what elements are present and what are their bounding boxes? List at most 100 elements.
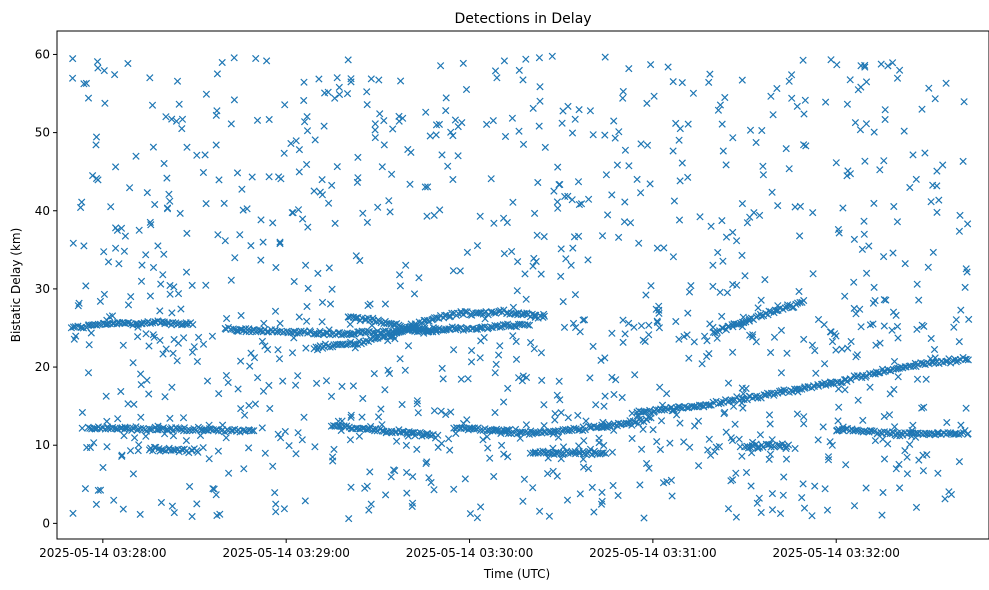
clutter-point: [610, 117, 618, 125]
clutter-point: [554, 204, 562, 212]
clutter-point: [423, 212, 431, 220]
clutter-point: [298, 436, 306, 444]
clutter-point: [906, 183, 914, 192]
clutter-point: [427, 478, 435, 487]
clutter-point: [456, 267, 464, 275]
clutter-point: [439, 375, 447, 383]
clutter-point: [381, 300, 390, 308]
clutter-point: [160, 430, 169, 438]
clutter-point: [68, 74, 77, 82]
clutter-point: [301, 497, 309, 505]
clutter-point: [636, 481, 644, 489]
clutter-point: [247, 241, 255, 250]
clutter-point: [800, 413, 808, 421]
clutter-point: [183, 143, 191, 151]
clutter-point: [196, 431, 205, 440]
clutter-point: [580, 316, 589, 324]
clutter-point: [561, 192, 569, 201]
clutter-point: [846, 76, 854, 84]
clutter-point: [295, 313, 303, 321]
clutter-point: [392, 437, 401, 445]
clutter-point: [188, 348, 197, 356]
clutter-point: [480, 333, 488, 342]
clutter-point: [107, 203, 115, 211]
clutter-point: [318, 191, 327, 199]
x-axis-label: Time (UTC): [483, 567, 550, 581]
clutter-point: [814, 315, 823, 324]
clutter-point: [100, 248, 108, 256]
clutter-point: [643, 99, 651, 108]
clutter-point: [473, 514, 482, 522]
clutter-point: [846, 170, 855, 178]
clutter-point: [880, 455, 889, 463]
clutter-point: [669, 77, 677, 86]
clutter-point: [615, 128, 623, 136]
clutter-point: [257, 216, 265, 224]
clutter-point: [536, 97, 544, 105]
clutter-point: [685, 288, 694, 296]
clutter-point: [730, 320, 738, 328]
clutter-point: [507, 247, 516, 256]
track-point: [964, 430, 972, 438]
clutter-point: [102, 392, 110, 400]
clutter-point: [749, 331, 757, 339]
clutter-point: [965, 315, 973, 324]
clutter-point: [166, 281, 174, 290]
clutter-point: [168, 309, 176, 317]
clutter-point: [628, 434, 636, 443]
clutter-point: [84, 94, 93, 102]
track-point: [381, 332, 389, 340]
clutter-point: [94, 486, 102, 495]
clutter-point: [610, 426, 618, 435]
clutter-point: [933, 167, 941, 175]
clutter-point: [320, 122, 328, 130]
clutter-point: [260, 319, 268, 328]
clutter-point: [598, 232, 607, 240]
clutter-point: [705, 435, 713, 443]
clutter-point: [598, 497, 606, 506]
clutter-point: [403, 489, 411, 497]
clutter-point: [960, 98, 968, 106]
clutter-point: [590, 508, 598, 516]
clutter-point: [809, 270, 817, 278]
clutter-point: [449, 131, 457, 140]
clutter-point: [533, 231, 541, 239]
clutter-point: [603, 423, 612, 432]
clutter-point: [554, 433, 563, 441]
clutter-point: [835, 229, 843, 237]
clutter-point: [625, 162, 633, 170]
clutter-point: [743, 219, 752, 227]
clutter-point: [322, 377, 331, 385]
clutter-point: [250, 353, 259, 362]
clutter-point: [110, 496, 118, 504]
y-tick-label: 0: [42, 516, 50, 530]
clutter-point: [941, 495, 949, 503]
clutter-point: [271, 488, 279, 497]
clutter-point: [208, 332, 217, 340]
clutter-point: [571, 323, 580, 332]
clutter-point: [826, 378, 835, 386]
clutter-point: [290, 277, 298, 286]
clutter-point: [103, 443, 111, 451]
clutter-point: [446, 446, 454, 454]
clutter-point: [266, 404, 274, 413]
clutter-point: [330, 445, 338, 454]
clutter-point: [709, 282, 717, 291]
clutter-point: [504, 384, 512, 393]
clutter-point: [490, 472, 498, 481]
clutter-point: [522, 373, 531, 382]
clutter-point: [880, 295, 888, 304]
clutter-point: [906, 440, 914, 449]
clutter-point: [635, 239, 643, 247]
clutter-point: [557, 455, 565, 463]
clutter-point: [757, 296, 765, 304]
clutter-point: [893, 74, 902, 82]
clutter-point: [716, 101, 725, 109]
clutter-point: [173, 357, 181, 365]
clutter-point: [294, 206, 303, 214]
clutter-point: [168, 502, 177, 510]
clutter-point: [100, 319, 108, 327]
clutter-point: [504, 426, 512, 434]
clutter-point: [94, 64, 102, 72]
clutter-point: [253, 373, 262, 382]
